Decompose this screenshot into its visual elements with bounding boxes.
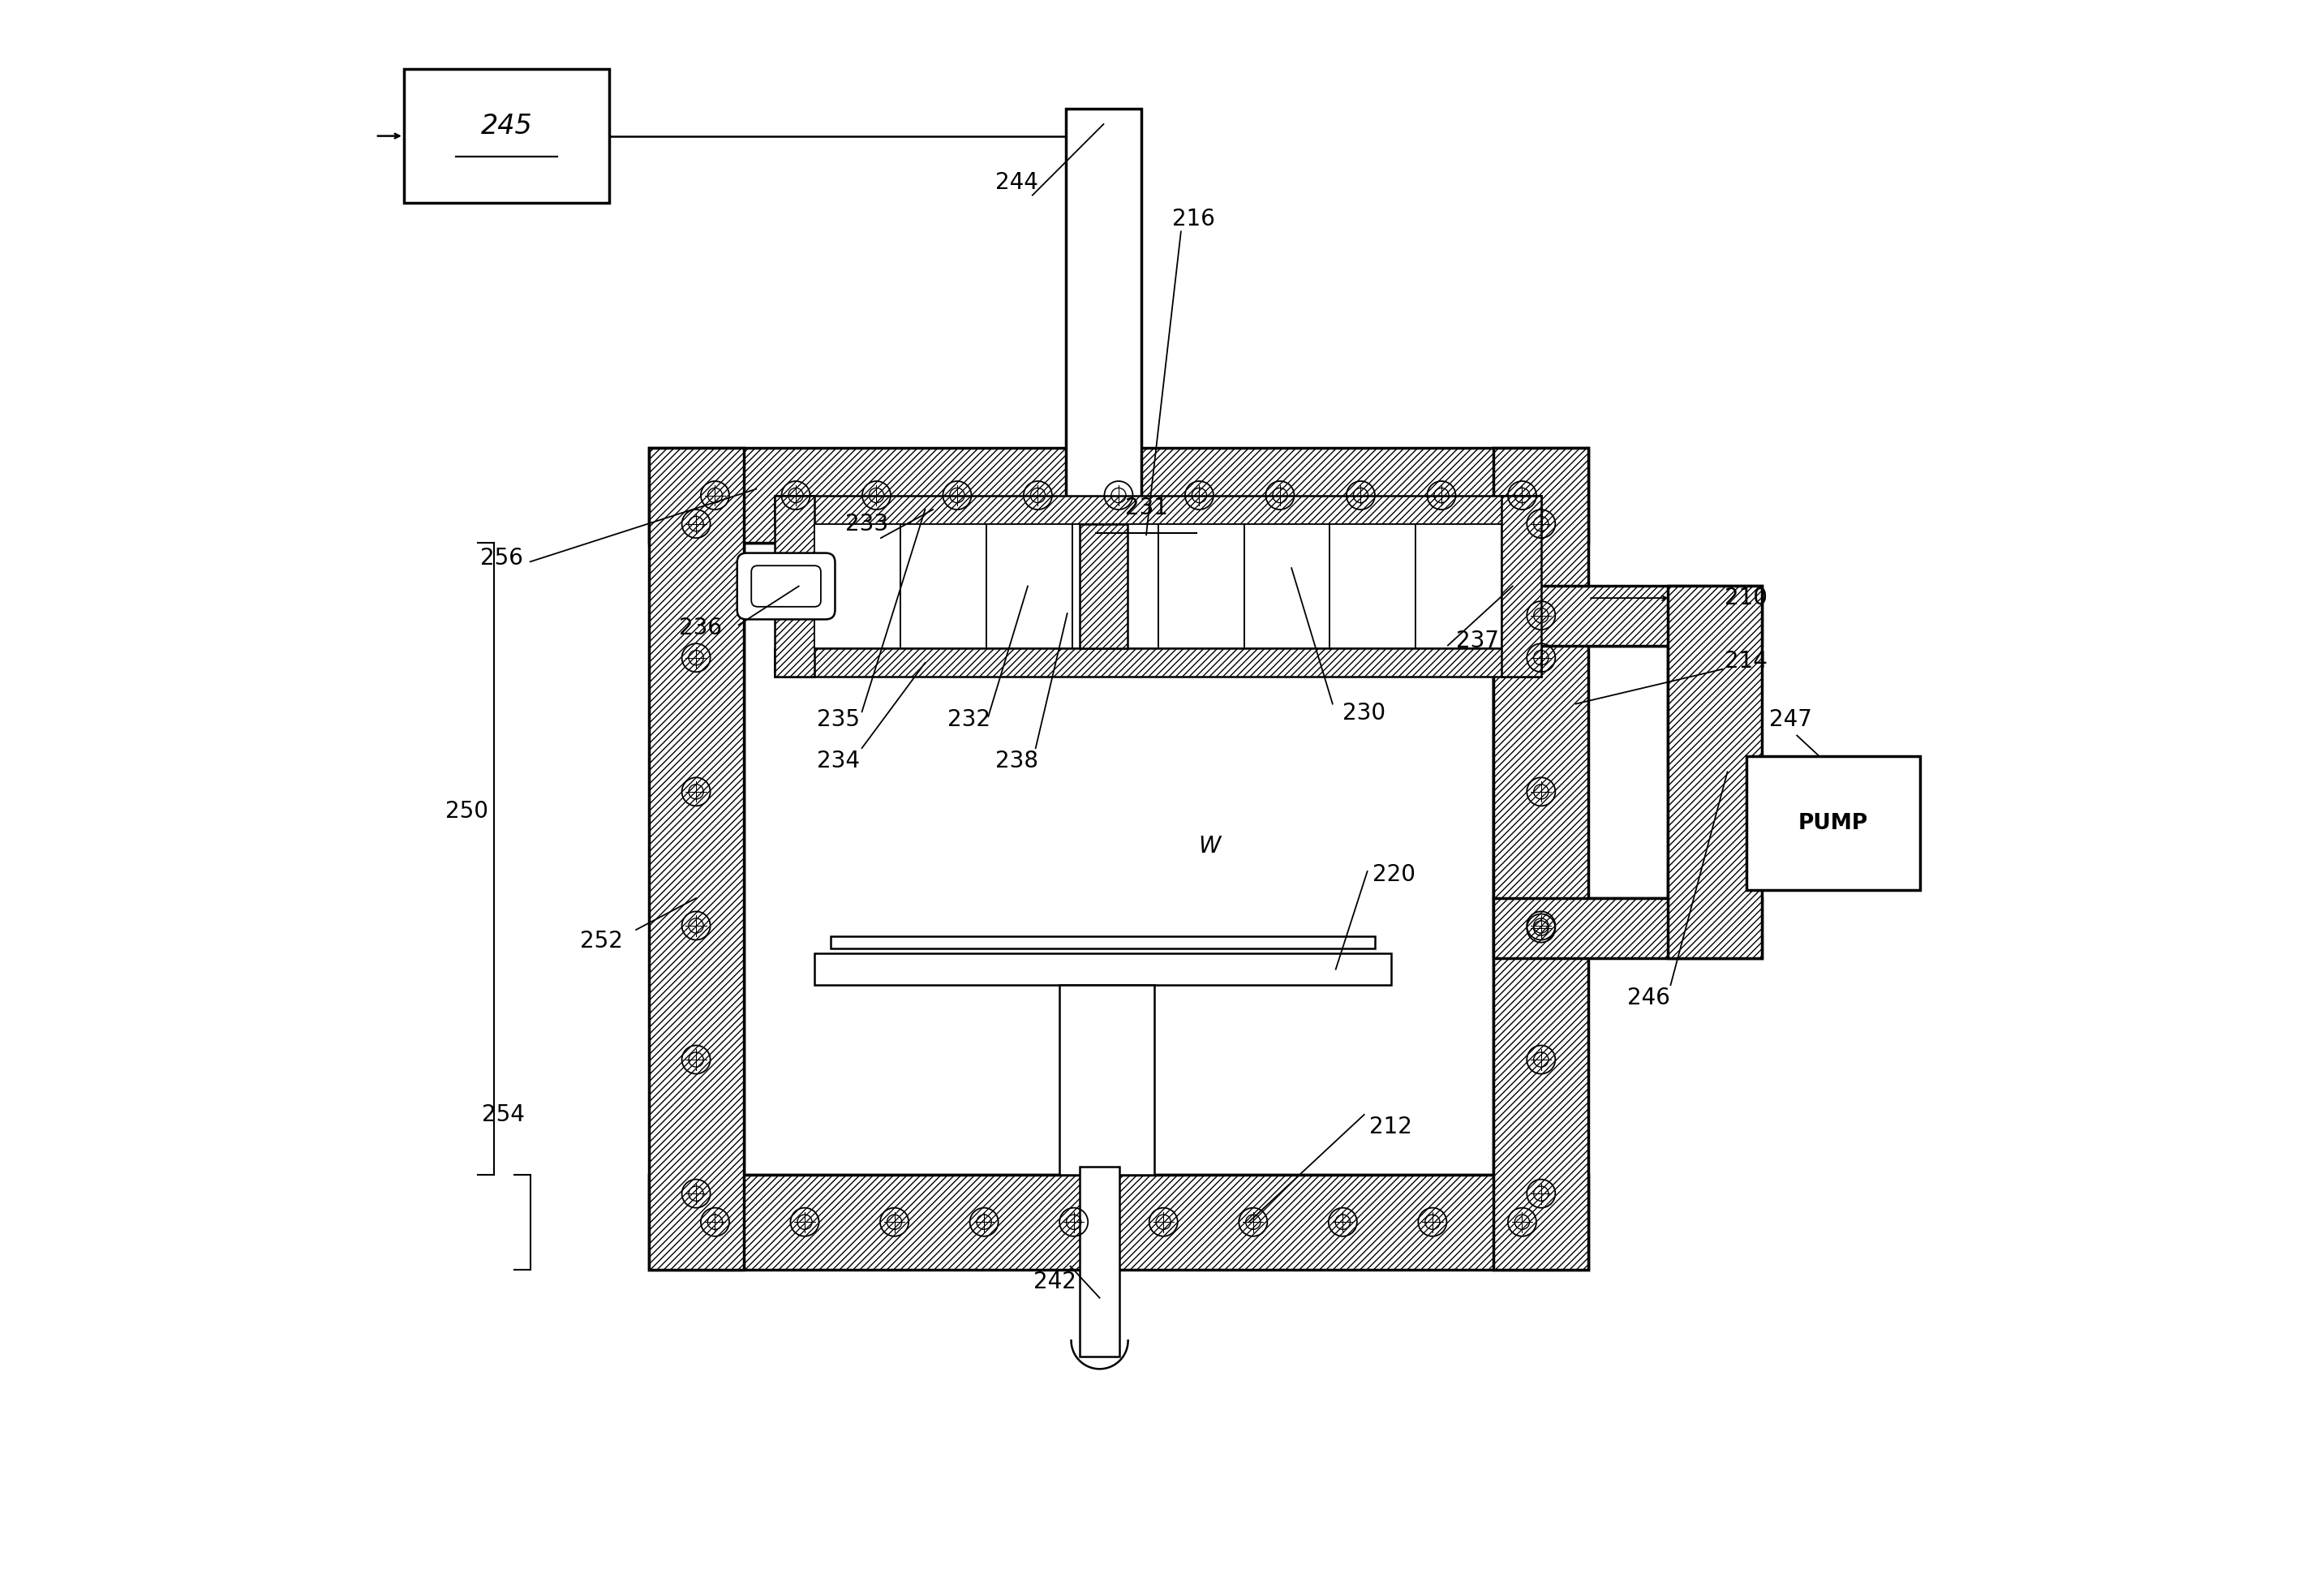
Text: 244: 244 (995, 172, 1039, 194)
Bar (813, 953, 1392, 985)
Text: PUMP: PUMP (1799, 813, 1868, 834)
Bar (648, 449, 744, 1270)
Text: 252: 252 (581, 929, 623, 951)
Text: 238: 238 (995, 749, 1039, 772)
Text: 236: 236 (679, 617, 723, 640)
Bar (1494, 899, 1762, 958)
Text: 246: 246 (1627, 986, 1671, 1009)
Text: 247: 247 (1769, 708, 1813, 730)
Bar (1081, 523, 1127, 649)
Text: 232: 232 (948, 708, 990, 730)
Bar (1081, 1166, 1120, 1356)
Bar (813, 523, 899, 649)
Bar (1067, 108, 1141, 543)
Bar (648, 1174, 1587, 1270)
Bar (1071, 523, 1157, 649)
FancyBboxPatch shape (737, 554, 834, 619)
Bar (1494, 646, 1666, 899)
Bar (1157, 523, 1243, 649)
Bar (1745, 756, 1920, 891)
Bar (1501, 495, 1541, 678)
Text: 237: 237 (1457, 630, 1499, 652)
Bar (774, 495, 1541, 523)
Text: 256: 256 (481, 547, 523, 570)
Bar (648, 449, 1587, 543)
Text: 245: 245 (481, 113, 532, 140)
Bar (1060, 985, 1155, 1174)
Text: 214: 214 (1724, 649, 1769, 673)
Text: 220: 220 (1373, 864, 1415, 886)
Bar (830, 936, 1376, 948)
Text: 242: 242 (1034, 1271, 1076, 1293)
Bar (985, 523, 1071, 649)
Bar (1666, 585, 1762, 958)
Text: 212: 212 (1369, 1115, 1413, 1139)
Bar (899, 523, 985, 649)
Text: 234: 234 (816, 749, 860, 772)
Bar (1494, 585, 1762, 646)
Text: 254: 254 (481, 1103, 525, 1126)
FancyBboxPatch shape (751, 566, 820, 606)
Text: 216: 216 (1171, 207, 1215, 231)
Bar (1243, 523, 1329, 649)
Bar (1415, 523, 1501, 649)
Bar (774, 495, 813, 678)
Bar (744, 543, 1494, 1174)
Text: 230: 230 (1343, 702, 1385, 725)
Text: 231: 231 (1125, 496, 1167, 519)
Bar (774, 649, 1541, 678)
Text: 250: 250 (446, 800, 488, 823)
Text: W: W (1199, 835, 1220, 858)
Text: 210: 210 (1724, 587, 1769, 609)
Bar (1329, 523, 1415, 649)
Bar (1494, 449, 1587, 1270)
Bar (404, 68, 609, 204)
Text: 233: 233 (846, 512, 888, 535)
Text: 235: 235 (816, 708, 860, 730)
